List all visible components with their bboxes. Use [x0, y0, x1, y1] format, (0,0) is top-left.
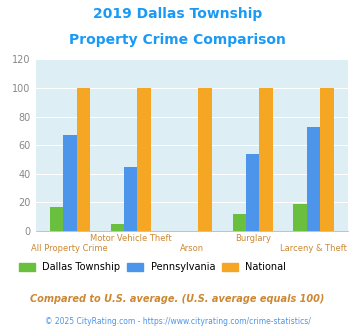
Bar	[294, 204, 307, 231]
Bar	[198, 88, 212, 231]
Bar	[50, 207, 63, 231]
Bar	[307, 127, 320, 231]
Bar	[63, 135, 77, 231]
Bar	[124, 167, 137, 231]
Bar	[320, 88, 334, 231]
Bar	[260, 88, 273, 231]
Text: Compared to U.S. average. (U.S. average equals 100): Compared to U.S. average. (U.S. average …	[30, 294, 325, 304]
Bar	[111, 224, 124, 231]
Bar	[233, 214, 246, 231]
Text: 2019 Dallas Township: 2019 Dallas Township	[93, 7, 262, 20]
Text: Property Crime Comparison: Property Crime Comparison	[69, 33, 286, 47]
Text: © 2025 CityRating.com - https://www.cityrating.com/crime-statistics/: © 2025 CityRating.com - https://www.city…	[45, 317, 310, 326]
Legend: Dallas Township, Pennsylvania, National: Dallas Township, Pennsylvania, National	[19, 262, 286, 272]
Bar	[246, 154, 260, 231]
Bar	[137, 88, 151, 231]
Bar	[77, 88, 90, 231]
